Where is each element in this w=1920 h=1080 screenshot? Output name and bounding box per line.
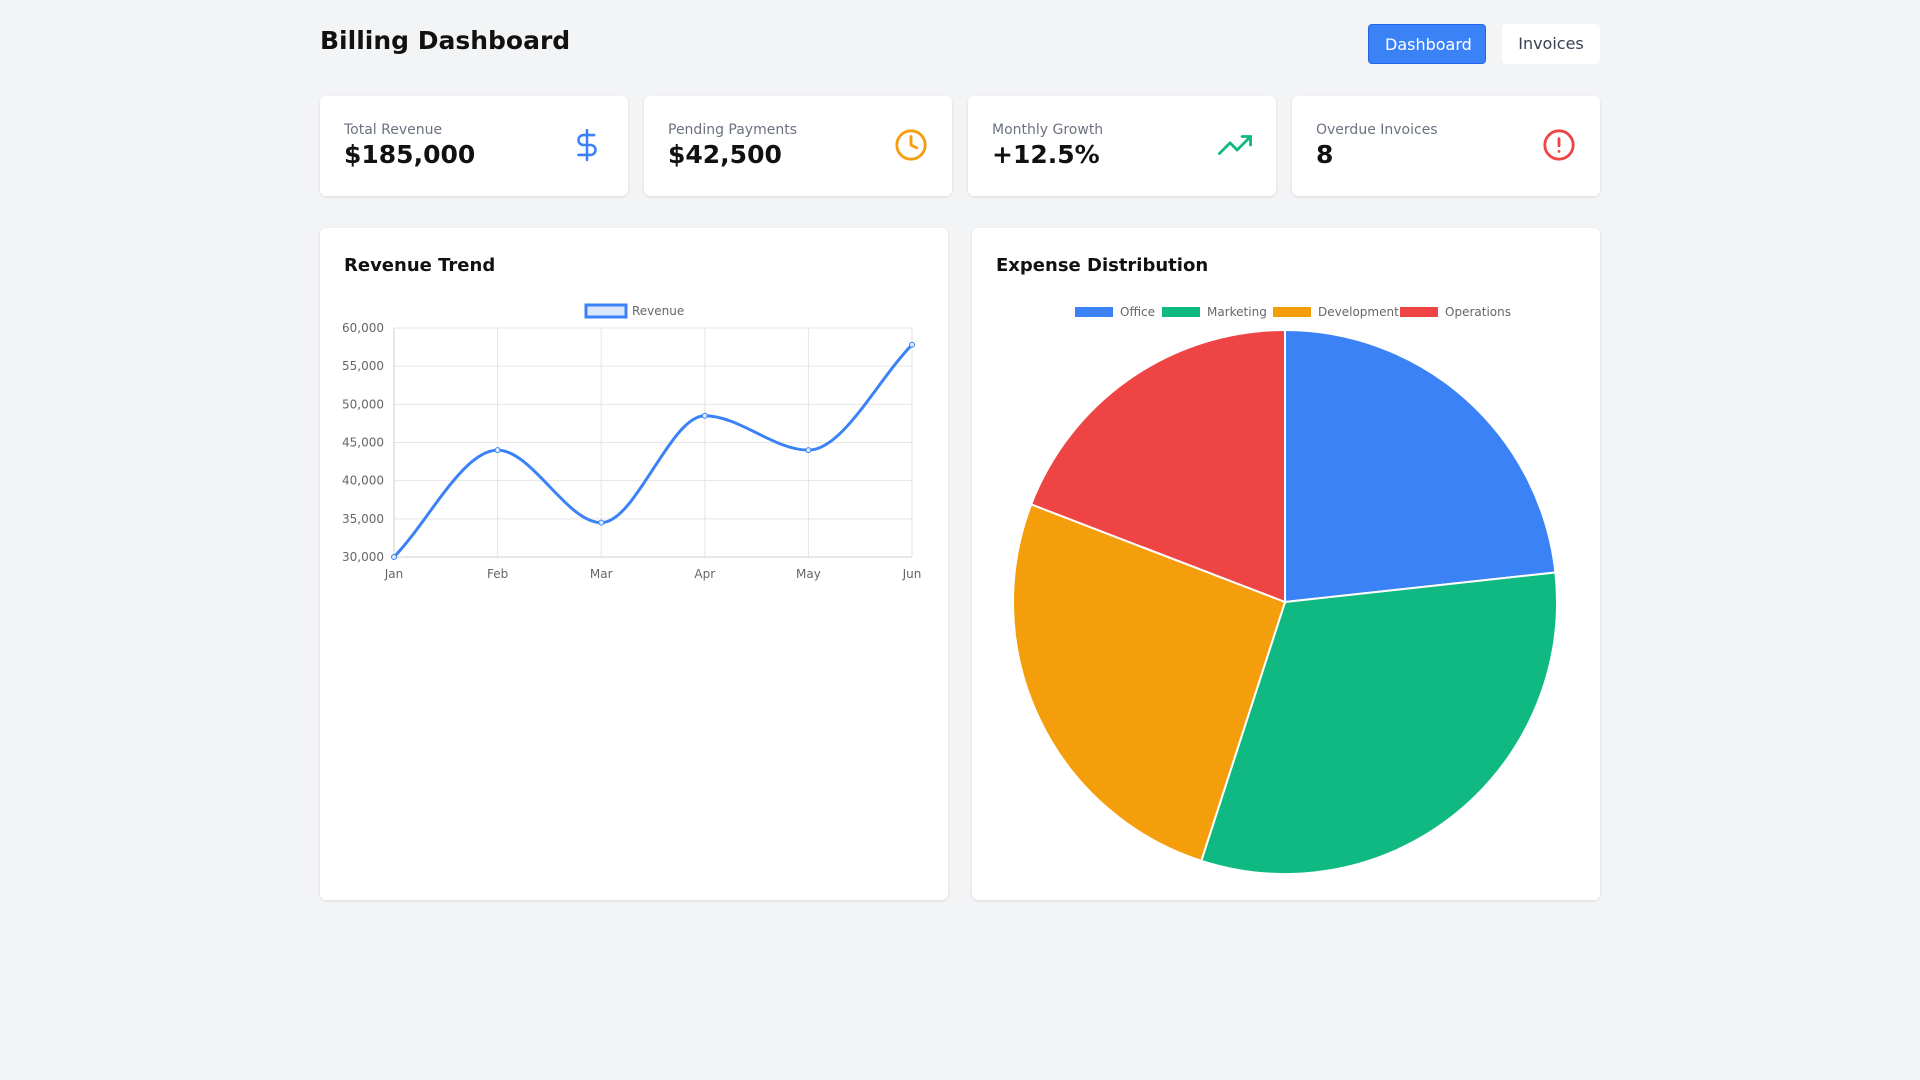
revenue-line-chart: Revenue 30,000 35,000 40,000 45,000 50,000 55,… xyxy=(342,303,922,581)
revenue-data-point xyxy=(701,412,708,419)
stat-card-monthly-growth: Monthly Growth +12.5% xyxy=(968,96,1276,196)
pie-slice-development xyxy=(1012,503,1287,863)
legend-label-marketing: Marketing xyxy=(1207,305,1267,319)
y-tick-label: 55,000 xyxy=(342,359,384,373)
revenue-data-point xyxy=(805,447,812,454)
alert-circle-icon xyxy=(1543,129,1575,161)
y-tick-label: 35,000 xyxy=(342,512,384,526)
nav-invoices-button[interactable]: Invoices xyxy=(1502,24,1600,64)
nav-dashboard-button[interactable]: Dashboard xyxy=(1368,24,1486,64)
legend-label-development: Development xyxy=(1318,305,1399,319)
pie-slice-operations xyxy=(1029,328,1286,604)
stat-card-pending-payments: Pending Payments $42,500 xyxy=(644,96,952,196)
revenue-data-point xyxy=(598,519,605,526)
stat-value: 8 xyxy=(1316,140,1334,169)
revenue-data-point xyxy=(494,447,501,454)
header: Billing Dashboard Dashboard Invoices xyxy=(320,0,1600,88)
stat-label: Monthly Growth xyxy=(992,122,1104,138)
stat-label: Pending Payments xyxy=(668,122,798,138)
x-tick-label: Jan xyxy=(384,567,404,581)
stat-label: Total Revenue xyxy=(344,122,443,138)
y-tick-label: 50,000 xyxy=(342,397,384,411)
legend-label-revenue: Revenue xyxy=(632,304,684,318)
nav-bar: Dashboard Invoices xyxy=(1368,24,1600,64)
x-tick-label: Mar xyxy=(590,567,613,581)
revenue-trend-title: Revenue Trend xyxy=(344,255,496,276)
expense-distribution-title: Expense Distribution xyxy=(996,255,1209,276)
dollar-icon xyxy=(577,128,597,162)
legend-swatch-marketing xyxy=(1162,307,1200,317)
x-tick-label: Jun xyxy=(902,567,922,581)
stat-value: $185,000 xyxy=(344,140,476,169)
y-tick-label: 60,000 xyxy=(342,321,384,335)
y-tick-label: 40,000 xyxy=(342,474,384,488)
trending-up-icon xyxy=(1218,135,1252,155)
x-tick-label: May xyxy=(796,567,821,581)
expense-distribution-panel: Expense Distribution Office Marketing Deve… xyxy=(972,228,1600,900)
stats-row: Total Revenue $185,000 Pending Payments … xyxy=(320,96,1600,196)
x-tick-label: Feb xyxy=(487,567,508,581)
expense-pie-chart: Office Marketing Development Operations xyxy=(1012,305,1558,875)
revenue-series-line xyxy=(392,343,914,559)
pie-slice-office xyxy=(1284,328,1557,604)
pie-slice-marketing xyxy=(1200,571,1558,875)
legend-swatch-development xyxy=(1273,307,1311,317)
revenue-trend-panel: Revenue Trend Revenue 30,000 35,000 40,000 4… xyxy=(320,228,948,900)
y-tick-label: 45,000 xyxy=(342,436,384,450)
stat-label: Overdue Invoices xyxy=(1316,122,1438,138)
y-tick-label: 30,000 xyxy=(342,550,384,564)
legend-label-office: Office xyxy=(1120,305,1155,319)
stat-card-total-revenue: Total Revenue $185,000 xyxy=(320,96,628,196)
dashboard-container: Billing Dashboard Dashboard Invoices Tot… xyxy=(320,0,1600,900)
revenue-legend: Revenue xyxy=(584,303,684,319)
stat-value: +12.5% xyxy=(992,140,1100,169)
legend-label-operations: Operations xyxy=(1445,305,1511,319)
x-tick-label: Apr xyxy=(694,567,715,581)
legend-swatch-operations xyxy=(1400,307,1438,317)
expense-legend: Office Marketing Development Operations xyxy=(1075,305,1511,319)
revenue-data-point xyxy=(391,554,397,560)
revenue-data-point xyxy=(909,341,915,348)
legend-swatch-office xyxy=(1075,307,1113,317)
stat-value: $42,500 xyxy=(668,140,782,169)
page-title: Billing Dashboard xyxy=(320,26,571,55)
stat-card-overdue-invoices: Overdue Invoices 8 xyxy=(1292,96,1600,196)
legend-swatch-revenue xyxy=(584,303,628,319)
clock-icon xyxy=(895,129,927,161)
